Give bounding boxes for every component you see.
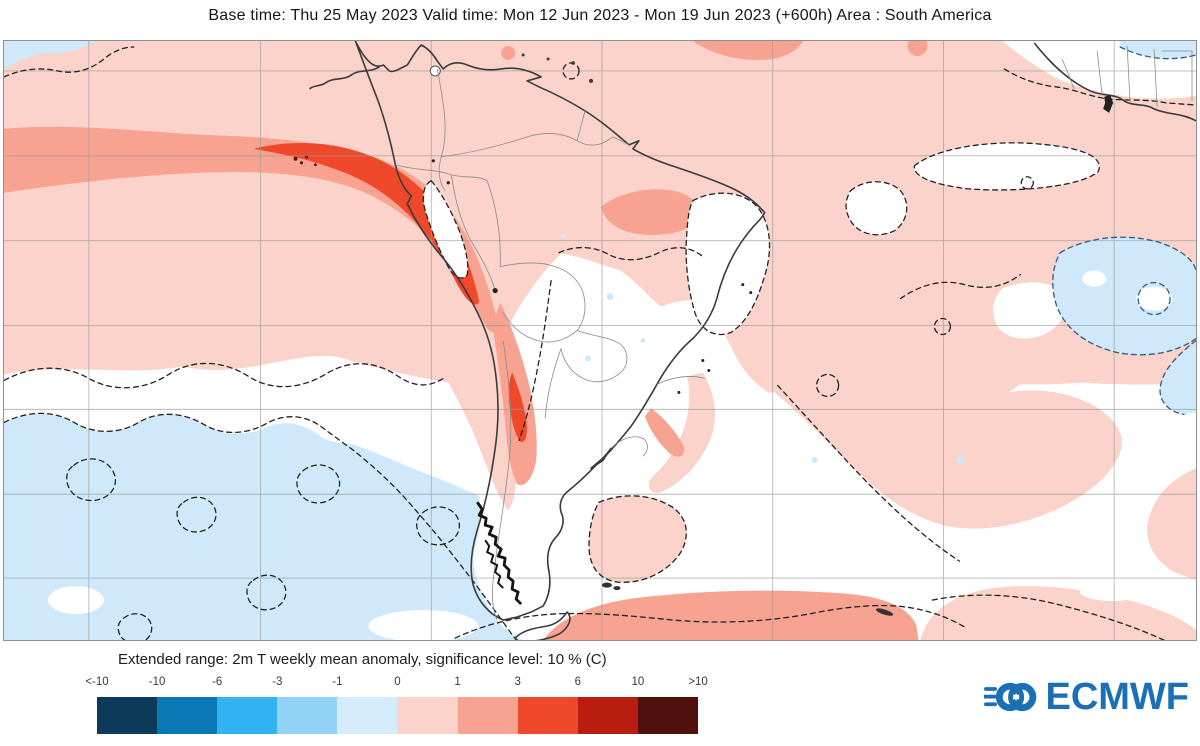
legend-tick-5: 0 xyxy=(394,676,401,688)
region-1to3-uruguay-coast xyxy=(644,408,685,457)
region-1to3-south-band xyxy=(543,590,919,640)
lake-maracaibo xyxy=(429,65,441,77)
region-warm-right-edge xyxy=(1147,468,1196,581)
color-bar xyxy=(97,697,698,734)
region-ns-south-gap xyxy=(368,610,479,640)
terrain-marks xyxy=(431,159,753,606)
region-1to3-top-spot xyxy=(907,41,928,56)
legend-swatch-3 xyxy=(277,697,338,734)
graticule xyxy=(4,41,1196,640)
legend-tick-6: 1 xyxy=(454,676,461,688)
south-america-coastline xyxy=(354,41,766,621)
legend-tick-row: <-10 -10 -6 -3 -1 0 1 3 6 10 >10 xyxy=(85,676,707,692)
region-1to3-top-center xyxy=(692,41,803,60)
ecmwf-logo-text: ECMWF xyxy=(1045,676,1189,718)
region-warm-atlantic xyxy=(774,301,1122,529)
legend-tick-10: >10 xyxy=(688,676,708,688)
legend-tick-4: -1 xyxy=(332,676,343,688)
legend-swatch-2 xyxy=(217,697,278,734)
legend-tick-9: 10 xyxy=(631,676,645,688)
page-title: Base time: Thu 25 May 2023 Valid time: M… xyxy=(208,7,992,24)
significance-contours xyxy=(4,46,1195,640)
region-ns-ne-brazil xyxy=(686,193,770,335)
legend-tick-3: -3 xyxy=(272,676,283,688)
legend-swatch-4 xyxy=(337,697,398,734)
ecmwf-logo-icon xyxy=(984,682,1037,712)
region-ns-peru-andes xyxy=(423,180,468,278)
region-cool-hole3 xyxy=(47,586,104,615)
legend-swatch-9 xyxy=(637,697,698,734)
region-ns-atlantic-blob xyxy=(846,181,907,235)
region-cool-hole1 xyxy=(1136,286,1173,311)
region-cool-right-edge xyxy=(1159,340,1196,415)
region-ns-right-gap xyxy=(993,282,1065,339)
tierra-del-fuego-coastline xyxy=(514,611,571,640)
legend-tick-8: 6 xyxy=(574,676,581,688)
region-1to3-ne-brazil xyxy=(600,189,700,235)
legend-swatch-5 xyxy=(397,697,458,734)
panama-coastline xyxy=(308,66,380,90)
africa-coast xyxy=(1033,42,1196,122)
legend-tick-1: -10 xyxy=(148,676,166,688)
caribbean-islands xyxy=(521,53,594,83)
legend-swatch-7 xyxy=(517,697,578,734)
legend-title: Extended range: 2m T weekly mean anomaly… xyxy=(118,651,607,668)
region-warm-lower-left xyxy=(589,495,687,583)
legend-tick-0: <-10 xyxy=(85,676,109,688)
region-ns-atlantic-ellipse xyxy=(914,142,1100,190)
logo-gap xyxy=(1013,694,1020,700)
cool-small-spots xyxy=(560,233,965,465)
legend-tick-7: 3 xyxy=(514,676,521,688)
region-cool-topleft-sliver xyxy=(4,41,96,69)
legend-swatch-0 xyxy=(97,697,158,734)
region-warm-se-coast xyxy=(648,372,715,493)
region-cool-southwest xyxy=(4,413,524,640)
region-3to6-andes-core xyxy=(508,372,527,443)
region-cool-hole2 xyxy=(1082,270,1107,287)
anomaly-map-frame xyxy=(3,40,1197,641)
fill-regions xyxy=(4,41,1196,640)
south-atlantic-islands xyxy=(601,582,894,616)
anomaly-map xyxy=(4,41,1196,640)
coastlines xyxy=(308,41,894,640)
region-1to3-venezuela-spot xyxy=(501,45,516,60)
country-borders xyxy=(395,68,705,621)
legend-tick-2: -6 xyxy=(212,676,223,688)
lake-volta-mark xyxy=(1103,94,1114,113)
region-warm-bottom-right xyxy=(920,586,1196,640)
legend-swatch-8 xyxy=(577,697,638,734)
legend-swatch-6 xyxy=(457,697,518,734)
region-ns-bottom-right-hole xyxy=(1080,583,1145,602)
ecmwf-brand: ECMWF xyxy=(984,672,1189,722)
legend-swatch-1 xyxy=(157,697,218,734)
